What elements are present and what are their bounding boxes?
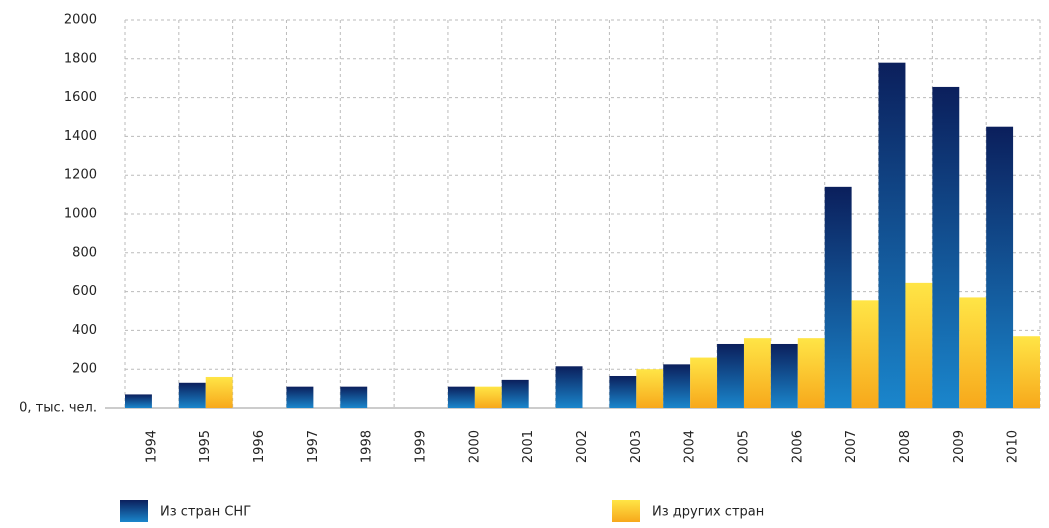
y-tick-label: 1000 xyxy=(64,207,97,222)
bar xyxy=(717,343,744,408)
y-tick-label: 200 xyxy=(72,362,97,377)
bar xyxy=(636,369,664,408)
x-tick-label: 2001 xyxy=(521,430,536,463)
bar xyxy=(555,366,583,408)
bar xyxy=(205,376,233,408)
bar xyxy=(797,338,825,408)
y-tick-label: 1600 xyxy=(64,90,97,105)
bar xyxy=(690,357,718,408)
bar xyxy=(125,394,152,408)
bar xyxy=(474,386,502,408)
bar xyxy=(447,386,475,408)
x-tick-label: 1998 xyxy=(360,430,375,463)
x-tick-label: 2002 xyxy=(575,430,590,463)
bar xyxy=(501,379,529,408)
bar xyxy=(286,386,314,408)
x-tick-label: 2005 xyxy=(736,430,751,463)
x-tick-label: 2009 xyxy=(952,430,967,463)
x-tick-label: 1999 xyxy=(414,430,429,463)
y-tick-label: 800 xyxy=(72,245,97,260)
y-tick-label: 600 xyxy=(72,284,97,299)
bar xyxy=(743,338,771,408)
legend-swatch xyxy=(120,500,148,522)
bar xyxy=(340,386,368,408)
bar xyxy=(851,300,879,408)
bar xyxy=(824,186,852,408)
y-tick-label: 400 xyxy=(72,323,97,338)
y-tick-label: 1800 xyxy=(64,51,97,66)
x-tick-label: 1997 xyxy=(306,430,321,463)
y-tick-label: 1200 xyxy=(64,168,97,183)
bar xyxy=(932,86,960,409)
bar xyxy=(986,126,1014,408)
x-tick-label: 2006 xyxy=(790,430,805,463)
y-tick-label: 2000 xyxy=(64,13,97,28)
x-tick-label: 1994 xyxy=(144,430,159,463)
legend-label: Из стран СНГ xyxy=(160,505,251,520)
x-tick-label: 2000 xyxy=(467,430,482,463)
bar xyxy=(609,375,637,408)
x-tick-label: 2008 xyxy=(898,430,913,463)
legend-swatch xyxy=(612,500,640,522)
bar xyxy=(1013,336,1040,408)
x-tick-label: 1996 xyxy=(252,430,267,463)
legend-label: Из других стран xyxy=(652,505,764,520)
bar xyxy=(178,382,206,408)
x-tick-label: 2003 xyxy=(629,430,644,463)
bar xyxy=(878,62,906,409)
x-tick-label: 2004 xyxy=(683,430,698,463)
x-tick-label: 1995 xyxy=(198,430,213,463)
bar xyxy=(905,282,933,408)
y-tick-label: 1400 xyxy=(64,129,97,144)
bar xyxy=(770,343,798,408)
x-tick-label: 2007 xyxy=(844,430,859,463)
x-tick-label: 2010 xyxy=(1006,430,1021,463)
bar xyxy=(959,297,987,408)
y-tick-label: 0, тыс. чел. xyxy=(19,401,97,416)
bar xyxy=(663,364,691,408)
